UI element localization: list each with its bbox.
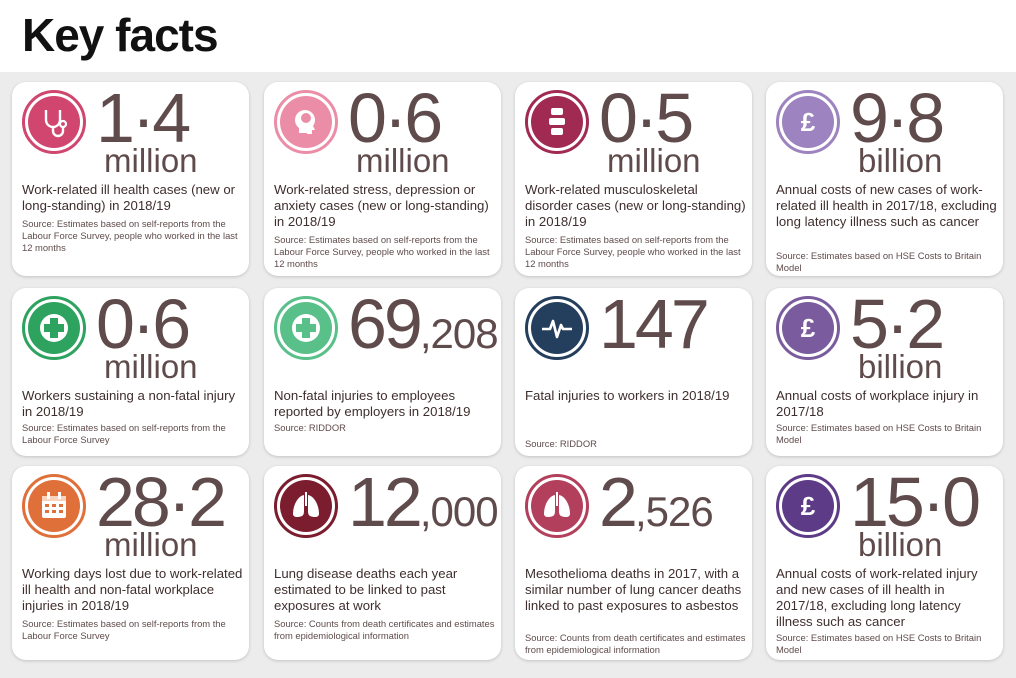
fact-value: 28·2	[96, 466, 227, 541]
svg-text:£: £	[801, 107, 816, 137]
fact-source: Source: Estimates based on self-reports …	[525, 234, 741, 269]
fact-description: Non-fatal injuries to employees reported…	[274, 388, 471, 419]
fact-source: Source: Estimates based on HSE Costs to …	[776, 632, 982, 655]
fact-value: 0·6	[348, 82, 443, 157]
fact-card-injury-costs: £ 5·2 billion Annual costs of workplace …	[766, 288, 1003, 456]
fact-unit: million	[104, 526, 198, 563]
fact-description: Mesothelioma deaths in 2017, with a simi…	[525, 566, 742, 613]
fact-source: Source: Estimates based on self-reports …	[22, 618, 226, 641]
fact-description: Annual costs of work-related injury and …	[776, 566, 978, 629]
fact-description: Fatal injuries to workers in 2018/19	[525, 388, 730, 403]
fact-card-non-fatal-injury: 0·6 million Workers sustaining a non-fat…	[12, 288, 249, 456]
fact-card-working-days-lost: 28·2 million Working days lost due to wo…	[12, 466, 249, 660]
fact-value: 12,000	[348, 466, 499, 541]
fact-card-total-costs: £ 15·0 billion Annual costs of work-rela…	[766, 466, 1003, 660]
fact-unit: million	[104, 348, 198, 385]
fact-description: Lung disease deaths each year estimated …	[274, 566, 458, 613]
fact-value: 69,208	[348, 288, 499, 363]
fact-source: Source: RIDDOR	[525, 438, 597, 449]
first-aid-cross-icon	[274, 296, 338, 360]
fact-source: Source: Counts from death certificates a…	[525, 632, 746, 655]
svg-text:£: £	[801, 313, 816, 343]
fact-source: Source: Estimates based on self-reports …	[274, 234, 490, 269]
fact-source: Source: Estimates based on HSE Costs to …	[776, 250, 982, 273]
fact-value: 2,526	[599, 466, 714, 541]
lungs-icon	[274, 474, 338, 538]
fact-source: Source: Counts from death certificates a…	[274, 618, 495, 641]
svg-text:£: £	[801, 491, 816, 521]
fact-value: 147	[599, 288, 710, 363]
fact-unit: million	[607, 142, 701, 179]
fact-card-fatal-injuries: 147 Fatal injuries to workers in 2018/19…	[515, 288, 752, 456]
pound-icon: £	[776, 296, 840, 360]
fact-description: Annual costs of workplace injury in 2017…	[776, 388, 979, 419]
fact-source: Source: RIDDOR	[274, 422, 346, 433]
fact-description: Annual costs of new cases of work-relate…	[776, 182, 997, 229]
calendar-icon	[22, 474, 86, 538]
fact-card-riddor-injuries: 69,208 Non-fatal injuries to employees r…	[264, 288, 501, 456]
fact-card-mesothelioma: 2,526 Mesothelioma deaths in 2017, with …	[515, 466, 752, 660]
fact-value: 15·0	[850, 466, 981, 541]
fact-description: Work-related ill health cases (new or lo…	[22, 182, 236, 213]
fact-card-stress: 0·6 million Work-related stress, depress…	[264, 82, 501, 276]
fact-unit: million	[356, 142, 450, 179]
fact-source: Source: Estimates based on HSE Costs to …	[776, 422, 982, 445]
fact-description: Work-related stress, depression or anxie…	[274, 182, 489, 229]
fact-description: Working days lost due to work-related il…	[22, 566, 243, 613]
spine-icon	[525, 90, 589, 154]
head-brain-icon	[274, 90, 338, 154]
pound-icon: £	[776, 90, 840, 154]
fact-description: Workers sustaining a non-fatal injury in…	[22, 388, 236, 419]
pound-icon: £	[776, 474, 840, 538]
facts-panel: 1·4 million Work-related ill health case…	[0, 72, 1016, 678]
fact-value: 0·5	[599, 82, 694, 157]
lungs-icon	[525, 474, 589, 538]
fact-value: 5·2	[850, 288, 945, 363]
fact-value: 9·8	[850, 82, 945, 157]
fact-source: Source: Estimates based on self-reports …	[22, 218, 238, 253]
stethoscope-icon	[22, 90, 86, 154]
fact-unit: billion	[858, 526, 943, 563]
fact-card-ill-health: 1·4 million Work-related ill health case…	[12, 82, 249, 276]
fact-value: 1·4	[96, 82, 191, 157]
page-title: Key facts	[22, 9, 219, 61]
fact-unit: billion	[858, 142, 943, 179]
fact-card-lung-disease: 12,000 Lung disease deaths each year est…	[264, 466, 501, 660]
heartbeat-icon	[525, 296, 589, 360]
fact-source: Source: Estimates based on self-reports …	[22, 422, 226, 445]
fact-value: 0·6	[96, 288, 191, 363]
fact-description: Work-related musculoskeletal disorder ca…	[525, 182, 746, 229]
fact-card-ill-health-costs: £ 9·8 billion Annual costs of new cases …	[766, 82, 1003, 276]
first-aid-cross-icon	[22, 296, 86, 360]
fact-card-msd: 0·5 million Work-related musculoskeletal…	[515, 82, 752, 276]
fact-unit: million	[104, 142, 198, 179]
fact-unit: billion	[858, 348, 943, 385]
